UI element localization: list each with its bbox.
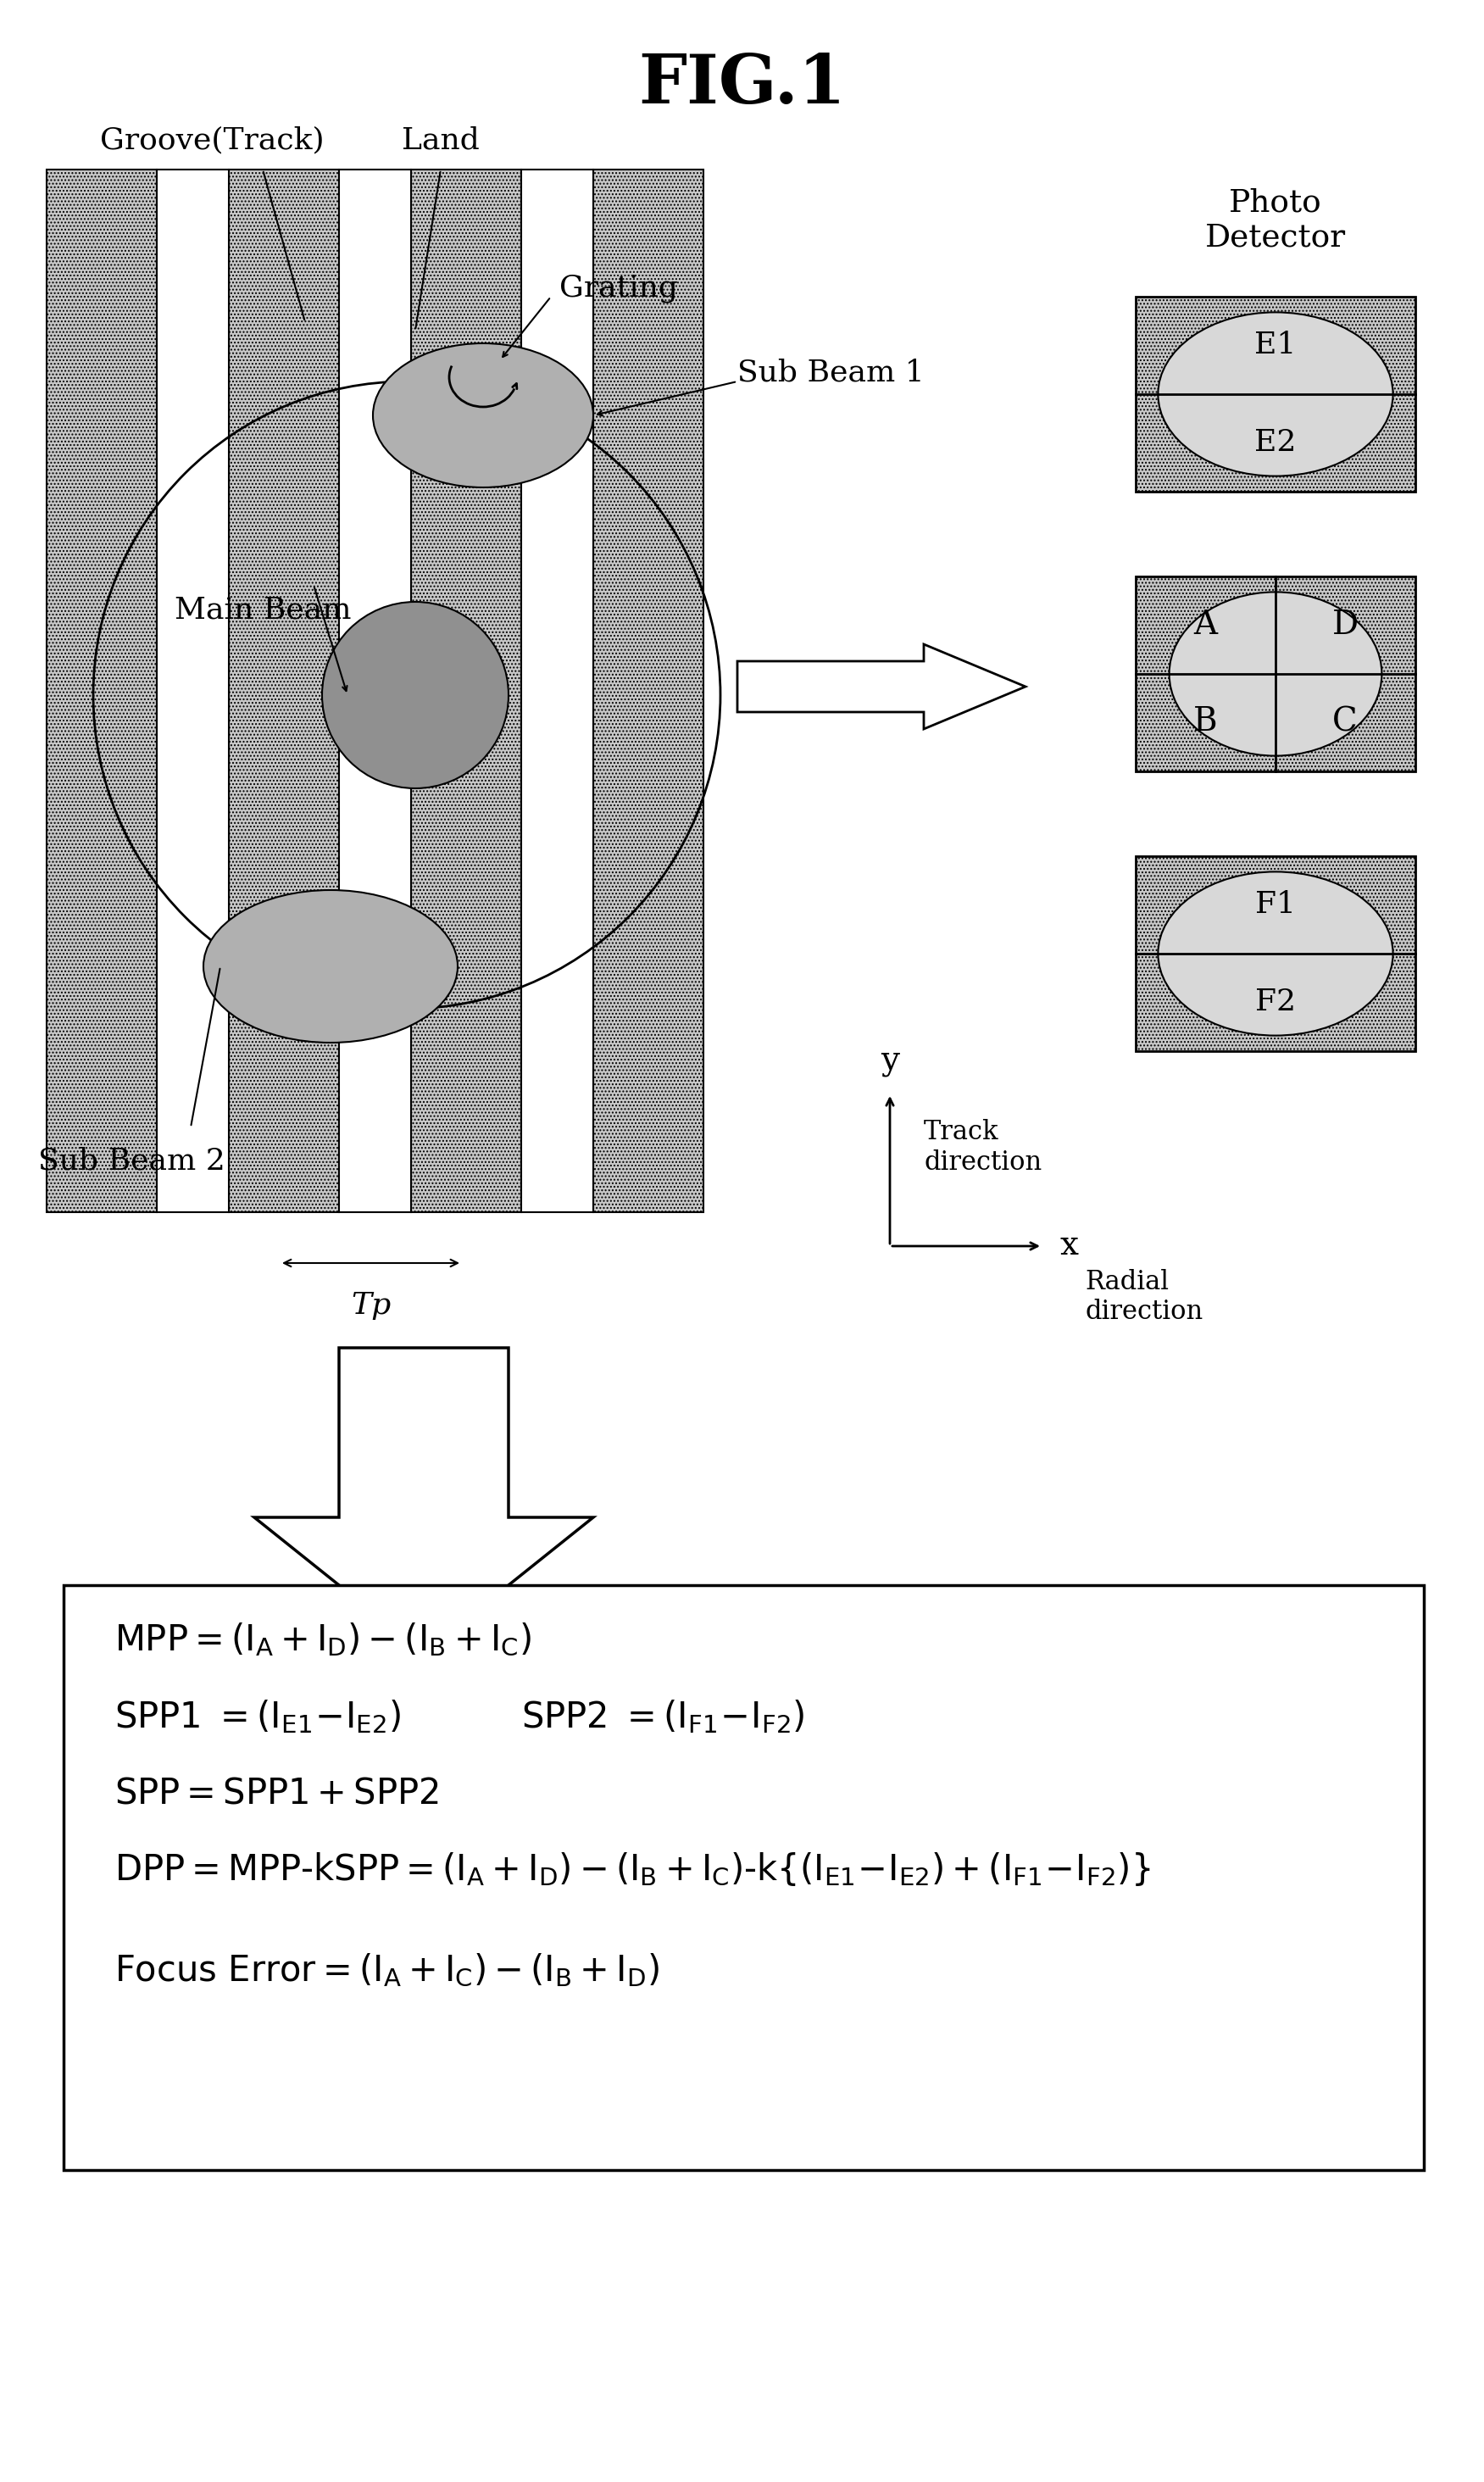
Text: Track
direction: Track direction bbox=[925, 1119, 1042, 1176]
Bar bbox=[46, 169, 157, 1211]
Text: D: D bbox=[1331, 608, 1358, 640]
Ellipse shape bbox=[1158, 871, 1393, 1035]
Text: Tp: Tp bbox=[352, 1291, 392, 1320]
Text: x: x bbox=[1060, 1231, 1077, 1261]
Text: FIG.1: FIG.1 bbox=[638, 52, 846, 117]
Ellipse shape bbox=[1169, 593, 1382, 757]
Text: $\mathrm{SPP=SPP1+SPP2}$: $\mathrm{SPP=SPP1+SPP2}$ bbox=[114, 1775, 439, 1812]
Text: Photo
Detector: Photo Detector bbox=[1205, 189, 1346, 253]
Text: Grating: Grating bbox=[559, 273, 678, 303]
Bar bbox=[229, 169, 338, 1211]
Text: Sub Beam 2: Sub Beam 2 bbox=[37, 1147, 226, 1176]
Text: $\mathrm{MPP=(I_A+I_D)-(I_B+I_C)}$: $\mathrm{MPP=(I_A+I_D)-(I_B+I_C)}$ bbox=[114, 1621, 531, 1658]
Bar bbox=[521, 169, 594, 1211]
Text: C: C bbox=[1333, 707, 1358, 737]
Ellipse shape bbox=[203, 891, 457, 1042]
Bar bbox=[1135, 856, 1416, 1050]
Polygon shape bbox=[254, 1348, 594, 1653]
Text: $\mathrm{Focus\ Error=(I_A+I_C)-(I_B+I_D)}$: $\mathrm{Focus\ Error=(I_A+I_C)-(I_B+I_D… bbox=[114, 1953, 659, 1988]
Bar bbox=[594, 169, 703, 1211]
Text: B: B bbox=[1193, 707, 1217, 737]
Bar bbox=[1135, 298, 1416, 491]
Text: $\mathrm{SPP1\ =(I_{E1}\!-\!I_{E2})}$: $\mathrm{SPP1\ =(I_{E1}\!-\!I_{E2})}$ bbox=[114, 1698, 401, 1735]
Bar bbox=[1135, 576, 1416, 772]
Circle shape bbox=[322, 601, 509, 789]
Bar bbox=[338, 169, 411, 1211]
Text: A: A bbox=[1193, 608, 1217, 640]
Text: $\mathrm{SPP2\ =(I_{F1}\!-\!I_{F2})}$: $\mathrm{SPP2\ =(I_{F1}\!-\!I_{F2})}$ bbox=[521, 1698, 804, 1735]
Bar bbox=[411, 169, 521, 1211]
Bar bbox=[64, 1586, 1423, 2169]
Ellipse shape bbox=[372, 343, 594, 486]
Polygon shape bbox=[738, 645, 1025, 730]
Text: y: y bbox=[880, 1045, 899, 1077]
Text: E2: E2 bbox=[1254, 427, 1297, 457]
Text: E1: E1 bbox=[1254, 330, 1297, 360]
Text: F1: F1 bbox=[1255, 891, 1296, 918]
Text: Sub Beam 1: Sub Beam 1 bbox=[738, 357, 925, 387]
Text: Main Beam: Main Beam bbox=[175, 596, 352, 625]
Bar bbox=[157, 169, 229, 1211]
Text: Radial
direction: Radial direction bbox=[1085, 1268, 1204, 1325]
Text: F2: F2 bbox=[1255, 988, 1296, 1015]
Text: Land: Land bbox=[402, 127, 479, 154]
Text: $\mathrm{DPP=MPP\text{-}kSPP=(I_A+I_D)-(I_B+I_C)\text{-}k\{(I_{E1}\!-\!I_{E2})+(: $\mathrm{DPP=MPP\text{-}kSPP=(I_A+I_D)-(… bbox=[114, 1852, 1150, 1886]
Ellipse shape bbox=[1158, 313, 1393, 477]
Text: Groove(Track): Groove(Track) bbox=[99, 127, 324, 154]
